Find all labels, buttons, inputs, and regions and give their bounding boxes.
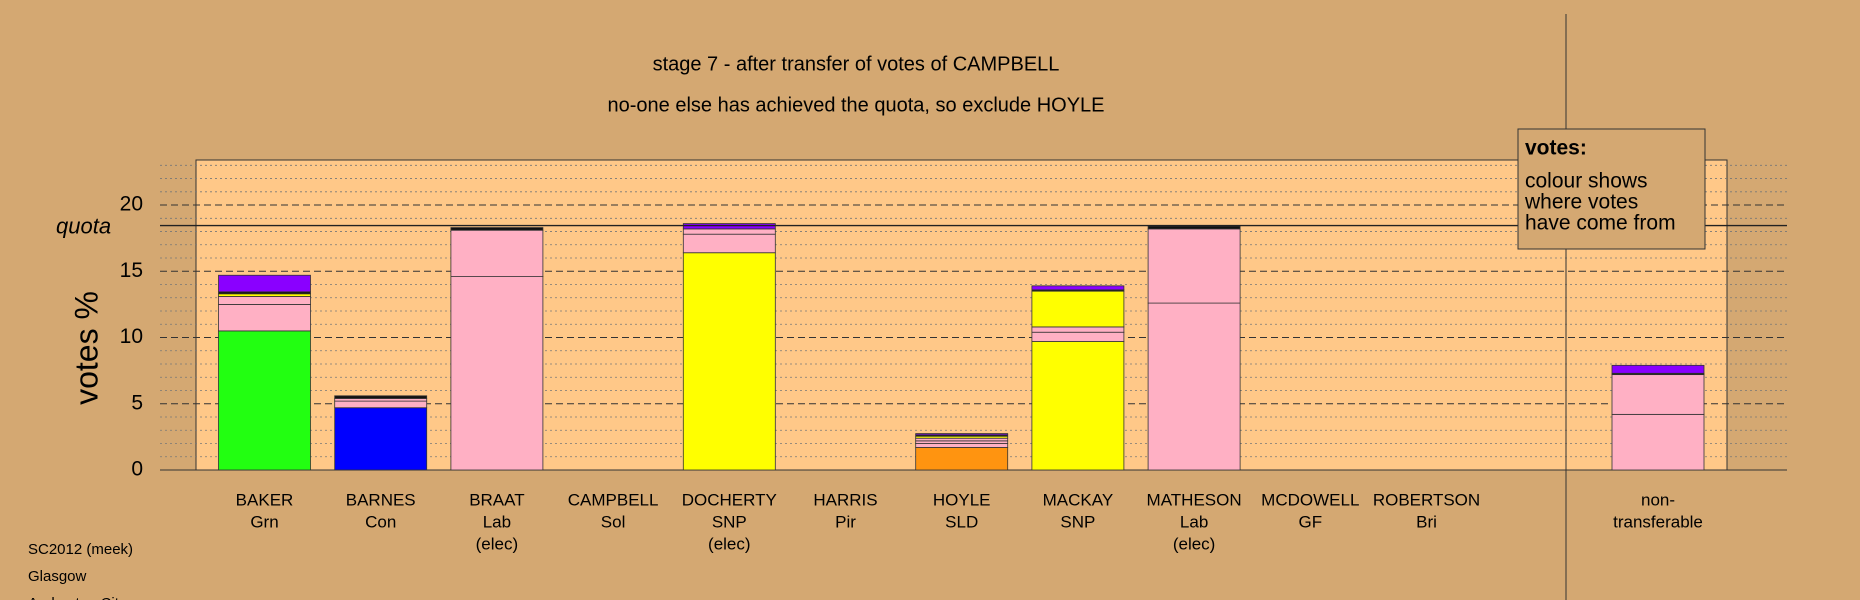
bar-segment — [450, 227, 544, 231]
y-tick-label: 15 — [120, 259, 143, 282]
bar-segment — [1611, 413, 1705, 471]
bar-segment — [915, 443, 1009, 448]
bar-segment — [682, 223, 776, 230]
y-tick-label: 20 — [120, 193, 143, 216]
x-tick-label: ROBERTSON — [1373, 490, 1480, 509]
x-tick-label: transferable — [1613, 512, 1703, 531]
bar-segment — [1147, 302, 1241, 471]
bar-segment — [218, 296, 311, 305]
bar-segment — [915, 433, 1009, 436]
bar-segment — [218, 330, 311, 471]
x-tick-label: (elec) — [476, 534, 519, 553]
legend-text: where votes — [1524, 191, 1638, 214]
bar-segment — [218, 274, 311, 293]
x-tick-label: Pir — [835, 512, 856, 531]
x-tick-label: MACKAY — [1043, 490, 1114, 509]
chart-subtitle: no-one else has achieved the quota, so e… — [608, 94, 1105, 116]
bar-segment — [682, 252, 776, 471]
chart-title: stage 7 - after transfer of votes of CAM… — [653, 53, 1060, 75]
y-tick-label: 0 — [131, 458, 143, 481]
bar-segment — [1031, 341, 1125, 471]
bar-segment — [334, 395, 428, 399]
bar-segment — [450, 276, 544, 471]
y-tick-label: 10 — [120, 325, 143, 348]
bar-segment — [682, 233, 776, 254]
x-tick-label: BRAAT — [469, 490, 524, 509]
quota-label: quota — [56, 213, 111, 238]
bar-segment — [1031, 326, 1125, 333]
x-tick-label: SNP — [712, 512, 747, 531]
bar-segment — [1031, 285, 1125, 291]
x-tick-label: SNP — [1060, 512, 1095, 531]
bar-segment — [450, 229, 544, 277]
x-tick-label: MCDOWELL — [1261, 490, 1359, 509]
bar-segment — [915, 447, 1009, 471]
x-tick-label: Sol — [601, 512, 626, 531]
bar-segment — [334, 400, 428, 409]
x-tick-label: SLD — [945, 512, 978, 531]
y-axis-label: votes % — [68, 291, 104, 405]
x-tick-label: HOYLE — [933, 490, 991, 509]
bar-segment — [1611, 364, 1705, 374]
footer-text: Anderston City — [28, 595, 127, 600]
x-tick-label: Lab — [1180, 512, 1208, 531]
x-tick-label: GF — [1298, 512, 1322, 531]
bar-segment — [1031, 290, 1125, 328]
x-tick-label: Con — [365, 512, 396, 531]
x-tick-label: DOCHERTY — [682, 490, 777, 509]
footer-text: SC2012 (meek) — [28, 541, 133, 558]
bar-segment — [1611, 374, 1705, 415]
footer-text: Glasgow — [28, 568, 87, 585]
legend-title: votes: — [1525, 137, 1587, 160]
y-tick-label: 5 — [131, 391, 143, 414]
x-tick-label: Lab — [483, 512, 511, 531]
x-tick-label: CAMPBELL — [568, 490, 659, 509]
x-tick-label: Bri — [1416, 512, 1437, 531]
bar-segment — [1031, 331, 1125, 342]
x-tick-label: MATHESON — [1147, 490, 1242, 509]
x-tick-label: (elec) — [1173, 534, 1216, 553]
bar-segment — [1147, 225, 1241, 230]
bar-segment — [682, 228, 776, 235]
x-tick-label: Grn — [250, 512, 278, 531]
legend-box — [1517, 128, 1706, 250]
x-tick-label: non- — [1641, 490, 1675, 509]
legend-text: colour shows — [1525, 170, 1648, 193]
legend-text: have come from — [1525, 212, 1676, 235]
bar-segment — [218, 304, 311, 332]
x-tick-label: (elec) — [708, 534, 751, 553]
x-tick-label: BAKER — [236, 490, 294, 509]
bar-segment — [1147, 228, 1241, 304]
bar-segment — [334, 407, 428, 471]
x-tick-label: BARNES — [346, 490, 416, 509]
x-tick-label: HARRIS — [813, 490, 877, 509]
